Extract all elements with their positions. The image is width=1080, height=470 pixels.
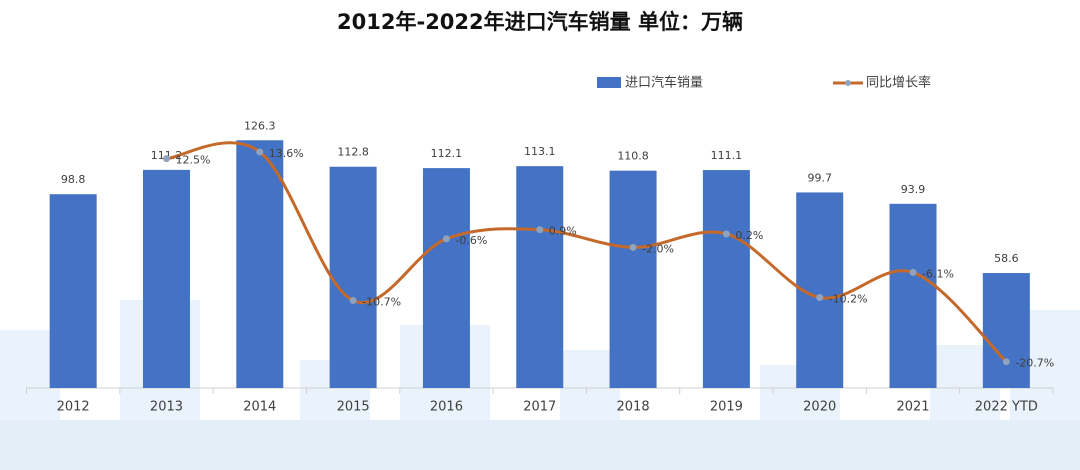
- x-tick-label: 2016: [430, 400, 463, 415]
- line-marker: [816, 293, 824, 301]
- bar: [982, 273, 1030, 388]
- line-marker: [256, 148, 264, 156]
- line-marker: [536, 226, 544, 234]
- x-tick-label: 2018: [617, 400, 650, 415]
- line-value-label: -6.1%: [922, 267, 954, 280]
- bar-value-label: 112.8: [337, 146, 369, 159]
- line-value-label: -10.7%: [362, 296, 401, 309]
- bar: [49, 194, 97, 388]
- bar: [516, 166, 564, 388]
- line-value-label: -20.7%: [1015, 357, 1054, 370]
- x-tick-label: 2020: [803, 400, 836, 415]
- bar-value-label: 98.8: [61, 173, 86, 186]
- bar-value-label: 126.3: [244, 119, 276, 132]
- line-marker: [1002, 358, 1010, 366]
- x-tick-label: 2015: [337, 400, 370, 415]
- bar: [142, 169, 190, 388]
- line-value-label: 12.5%: [175, 154, 210, 167]
- x-tick-label: 2022 YTD: [975, 400, 1038, 415]
- x-tick-label: 2012: [57, 400, 90, 415]
- line-marker: [162, 155, 170, 163]
- x-tick-label: 2014: [243, 400, 276, 415]
- x-tick-label: 2017: [523, 400, 556, 415]
- line-value-label: -10.2%: [829, 292, 868, 305]
- bar-value-label: 110.8: [617, 150, 649, 163]
- line-value-label: 13.6%: [269, 147, 304, 160]
- x-tick-label: 2013: [150, 400, 183, 415]
- x-tick-label: 2019: [710, 400, 743, 415]
- bar: [609, 170, 657, 388]
- legend-label: 同比增长率: [866, 75, 931, 91]
- line-value-label: -2.0%: [642, 242, 674, 255]
- legend-swatch-bar: [597, 77, 621, 88]
- bar-value-label: 112.1: [431, 147, 463, 160]
- line-marker: [442, 235, 450, 243]
- bar: [236, 140, 284, 388]
- line-value-label: 0.2%: [735, 229, 763, 242]
- x-tick-label: 2021: [896, 400, 929, 415]
- bar: [422, 168, 470, 388]
- bar-value-label: 99.7: [807, 171, 832, 184]
- line-marker: [629, 243, 637, 251]
- legend-marker: [845, 80, 851, 86]
- bar: [702, 170, 750, 388]
- chart-title: 2012年-2022年进口汽车销量 单位：万辆: [337, 10, 743, 34]
- line-marker: [909, 268, 917, 276]
- bar-value-label: 58.6: [994, 252, 1019, 265]
- line-marker: [349, 297, 357, 305]
- legend-label: 进口汽车销量: [625, 75, 703, 91]
- bar: [329, 166, 377, 388]
- bar-value-label: 93.9: [901, 183, 926, 196]
- bar-value-label: 113.1: [524, 145, 556, 158]
- line-value-label: -0.6%: [455, 234, 487, 247]
- line-value-label: 0.9%: [549, 225, 577, 238]
- line-marker: [722, 230, 730, 238]
- bar-value-label: 111.1: [711, 149, 743, 162]
- bar: [889, 203, 937, 388]
- line: [166, 141, 1008, 363]
